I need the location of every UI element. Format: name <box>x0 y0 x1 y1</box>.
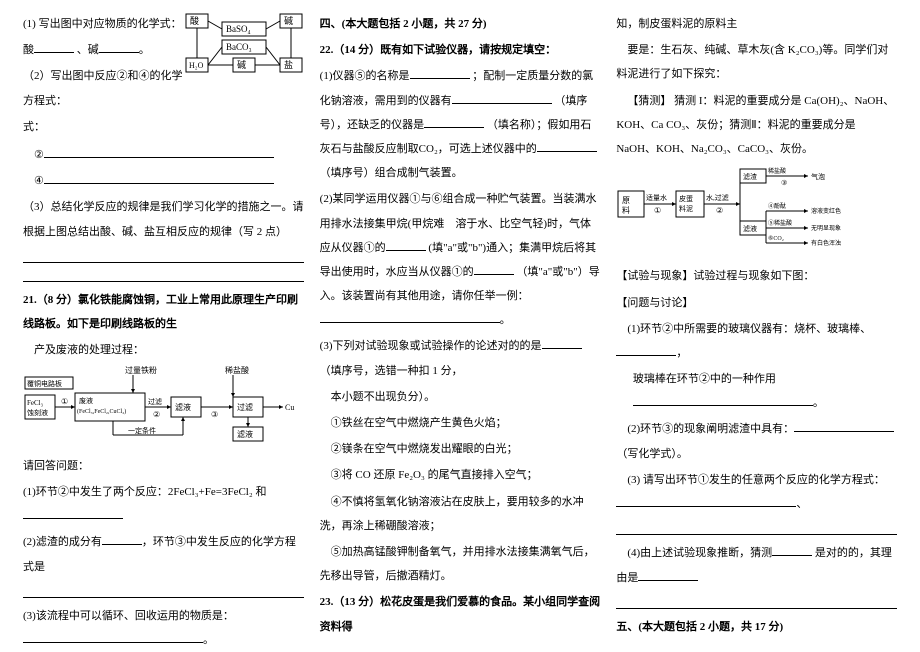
svg-text:水,过滤: 水,过滤 <box>706 193 729 202</box>
svg-text:③: ③ <box>211 410 218 419</box>
diag-acid: 酸 <box>190 16 199 26</box>
q23-cont: 知，制皮蛋料泥的原料主 <box>616 12 897 36</box>
svg-text:滤液: 滤液 <box>237 429 253 439</box>
svg-text:稀盐酸: 稀盐酸 <box>225 365 249 375</box>
column-1: 酸 碱 BaSO₄ BaCO₃ H₂O 碱 盐 <box>15 10 312 640</box>
svg-text:无明显现象: 无明显现象 <box>811 224 841 232</box>
disc-1: (1)环节②中所需要的玻璃仪器有：烧杯、玻璃棒、， <box>616 317 897 365</box>
guess: 【猜测】 猜测 I：料泥的重要成分是 Ca(OH)₂、NaOH、KOH、Ca C… <box>616 89 897 162</box>
column-3: 知，制皮蛋料泥的原料主 要是：生石灰、纯碱、草木灰(含 K₂CO₃)等。同学们对… <box>608 10 905 640</box>
svg-text:废液: 废液 <box>79 396 93 405</box>
q21-title: 21.（8 分）氯化铁能腐蚀铜，工业上常用此原理生产印刷线路板。如下是印刷线路板… <box>23 288 304 336</box>
diag-baso4: BaSO₄ <box>226 24 251 34</box>
q21-ask: 请回答问题： <box>23 454 304 478</box>
section-5-title: 五、(本大题包括 2 小题，共 17 分) <box>616 615 897 639</box>
svg-text:滤渣: 滤渣 <box>743 172 757 181</box>
svg-text:④酚酞: ④酚酞 <box>768 202 786 210</box>
svg-text:适量水: 适量水 <box>646 193 667 202</box>
svg-text:过量铁粉: 过量铁粉 <box>125 365 157 375</box>
svg-text:覆铜电路板: 覆铜电路板 <box>27 379 62 388</box>
q23-cont2: 要是：生石灰、纯碱、草木灰(含 K₂CO₃)等。同学们对料泥进行了如下探究： <box>616 38 897 86</box>
q22-3: (3)下列对试验现象或试验操作的论述对的的是 （填序号，选错一种扣 1 分， <box>320 334 601 382</box>
svg-text:过滤: 过滤 <box>237 402 253 412</box>
svg-text:皮蛋: 皮蛋 <box>679 194 693 203</box>
q22-3-opt5: ⑤加热高锰酸钾制备氧气，并用排水法接集满氧气后，先移出导管，后撤酒精灯。 <box>320 540 601 588</box>
svg-text:料泥: 料泥 <box>679 204 693 213</box>
q1-base-label: 、碱 <box>77 44 99 56</box>
q22-3-opt1: ①铁丝在空气中燃烧产生黄色火焰； <box>320 411 601 435</box>
q22-1: (1)仪器⑤的名称是 ；配制一定质量分数的氯化钠溶液，需用到的仪器有 （填序号）… <box>320 64 601 185</box>
q2-label-2: ② <box>34 149 44 161</box>
q1-acid-label: 酸 <box>23 44 34 56</box>
svg-text:滤液: 滤液 <box>175 402 191 412</box>
q22-title: 22.（14 分）既有如下试验仪器，请按规定填空： <box>320 38 601 62</box>
svg-text:原: 原 <box>622 196 630 205</box>
q21-2: (2)滤渣的成分有，环节③中发生反应的化学方程式是 <box>23 530 304 578</box>
svg-text:⑤稀盐酸: ⑤稀盐酸 <box>768 219 792 227</box>
diag-baco3: BaCO₃ <box>226 42 252 52</box>
svg-text:⑥CO₂: ⑥CO₂ <box>768 235 784 242</box>
experiment-flow-diagram: 原 料 适量水 ① 皮蛋 料泥 水,过滤 ② 滤渣 稀盐酸 ③ <box>616 163 897 262</box>
column-2: 四、(本大题包括 2 小题，共 27 分) 22.（14 分）既有如下试验仪器，… <box>312 10 609 640</box>
q22-3-opt4: ④不慎将氢氧化钠溶液沾在皮肤上，要用较多的水冲洗，再涂上稀硼酸溶液； <box>320 490 601 538</box>
svg-text:有白色浑浊: 有白色浑浊 <box>811 239 841 247</box>
svg-text:稀盐酸: 稀盐酸 <box>768 167 786 175</box>
diag-base: 碱 <box>284 16 293 26</box>
process-flow-diagram: 过量铁粉 稀盐酸 FeCl₃ 蚀刻液 覆铜电路板 ① 废液 (FeCl₃,FeC… <box>23 365 304 452</box>
svg-text:FeCl₃: FeCl₃ <box>27 399 44 407</box>
svg-text:过滤: 过滤 <box>148 397 162 406</box>
disc-2: (2)环节③的现象阐明滤渣中具有：（写化学式）。 <box>616 417 897 465</box>
q23-title: 23.（13 分）松花皮蛋是我们爱慕的食品。某小组同学查阅资料得 <box>320 590 601 638</box>
svg-text:料: 料 <box>622 205 630 215</box>
q22-2: (2)某同学运用仪器①与⑥组合成一种贮气装置。当装满水用排水法接集甲烷(甲烷难 … <box>320 187 601 332</box>
guess-label: 【猜测】 <box>627 95 671 107</box>
svg-text:滤液: 滤液 <box>743 224 757 233</box>
q21-3: (3)该流程中可以循环、回收运用的物质是：。 <box>23 604 304 652</box>
svg-text:溶液变红色: 溶液变红色 <box>811 207 841 215</box>
diag-salt: 盐 <box>284 59 293 70</box>
reaction-diagram: 酸 碱 BaSO₄ BaCO₃ H₂O 碱 盐 <box>184 12 304 83</box>
q3-text: （3）总结化学反应的规律是我们学习化学的措施之一。请根据上图总结出酸、碱、盐互相… <box>23 195 304 243</box>
q21-1: (1)环节②中发生了两个反应：2FeCl₃+Fe=3FeCl₂ 和 <box>23 480 304 528</box>
svg-text:气泡: 气泡 <box>811 172 825 181</box>
svg-text:③: ③ <box>781 179 787 187</box>
disc-label: 【问题与讨论】 <box>616 291 897 315</box>
svg-text:②: ② <box>716 206 723 215</box>
svg-text:②: ② <box>153 410 160 419</box>
disc-1b: 玻璃棒在环节②中的一种作用。 <box>616 367 897 415</box>
q22-3-opt3: ③将 CO 还原 Fe₂O₃ 的尾气直接排入空气； <box>320 463 601 487</box>
q22-3-sub: 本小题不出现负分）。 <box>320 385 601 409</box>
diag-base2: 碱 <box>237 60 246 70</box>
q2-label-4: ④ <box>34 175 44 187</box>
disc-4: (4)由上述试验现象推断，猜测 是对的的，其理由是 <box>616 541 897 589</box>
section-4-title: 四、(本大题包括 2 小题，共 27 分) <box>320 12 601 36</box>
svg-text:①: ① <box>61 397 68 406</box>
disc-3: (3) 请写出环节①发生的任意两个反应的化学方程式：、 <box>616 468 897 516</box>
diag-h2o: H₂O <box>189 61 204 70</box>
svg-text:①: ① <box>654 206 661 215</box>
q21-sub: 产及废液的处理过程： <box>23 338 304 362</box>
svg-text:一定条件: 一定条件 <box>128 426 156 435</box>
svg-text:(FeCl₃,FeCl₂,CuCl₂): (FeCl₃,FeCl₂,CuCl₂) <box>77 408 126 415</box>
svg-text:蚀刻液: 蚀刻液 <box>27 408 48 417</box>
exp-label: 【试验与现象】试验过程与现象如下图： <box>616 264 897 288</box>
svg-text:Cu: Cu <box>285 403 294 412</box>
q22-3-opt2: ②镁条在空气中燃烧发出耀眼的白光； <box>320 437 601 461</box>
